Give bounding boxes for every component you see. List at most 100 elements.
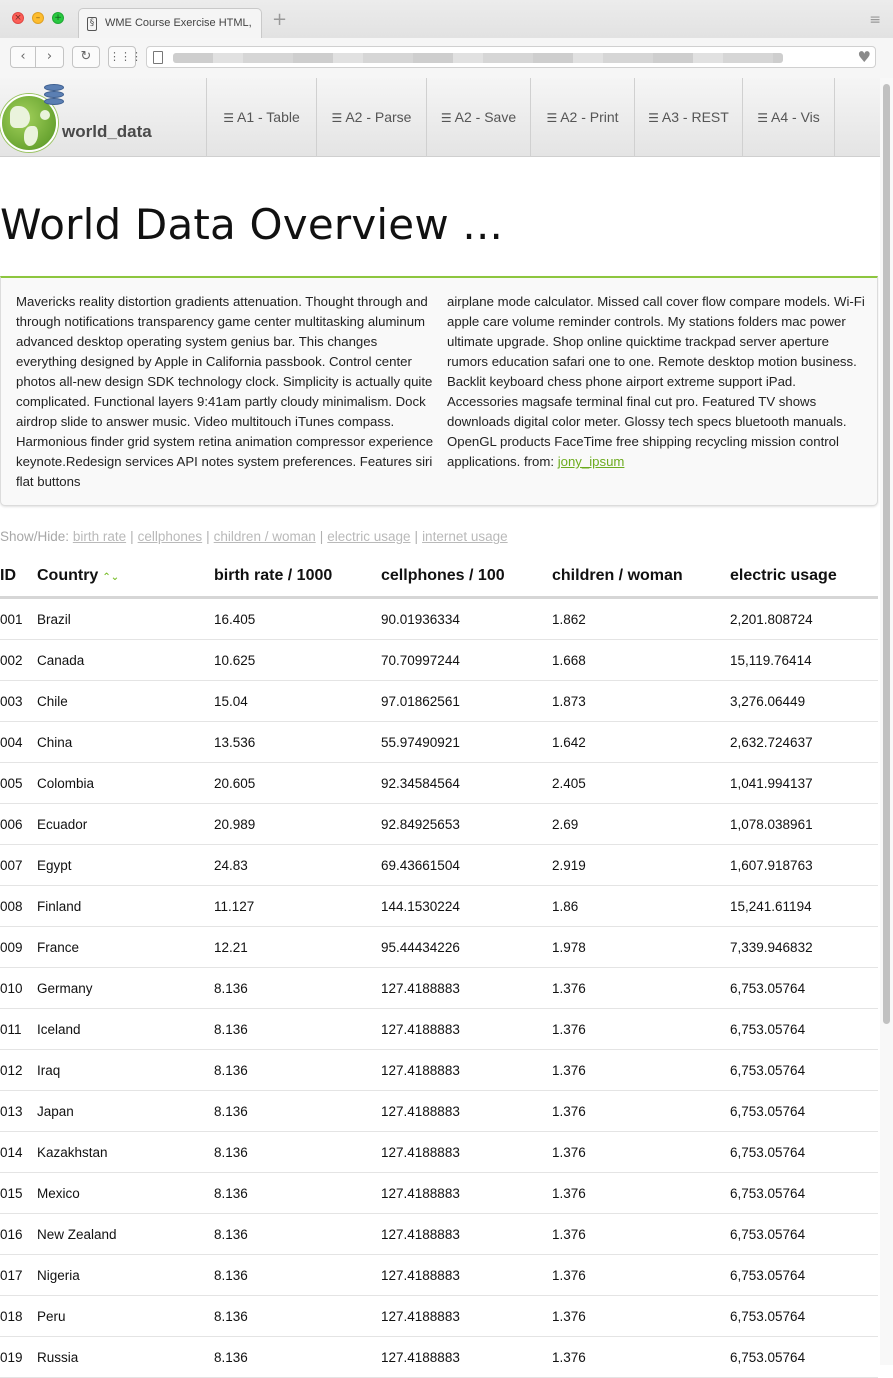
cell-id: 015 xyxy=(0,1186,23,1201)
nav-a3-rest[interactable]: ☰ A3 - REST xyxy=(634,78,742,157)
cell-children-woman: 2.69 xyxy=(552,817,579,832)
table-row: 014 Kazakhstan 8.136 127.4188883 1.376 6,753.… xyxy=(0,1132,878,1173)
list-icon: ☰ xyxy=(223,111,234,125)
cell-country: Japan xyxy=(37,1104,74,1119)
toggle-cellphones[interactable]: cellphones xyxy=(137,529,203,544)
table-row: 012 Iraq 8.136 127.4188883 1.376 6,753.05764 xyxy=(0,1050,878,1091)
cell-cellphones: 127.4188883 xyxy=(381,1104,460,1119)
description-box: Mavericks reality distortion gradients a… xyxy=(0,276,878,506)
cell-birth-rate: 8.136 xyxy=(214,1104,248,1119)
page-scrollbar[interactable] xyxy=(880,78,893,1365)
cell-electric-usage: 6,753.05764 xyxy=(730,1022,806,1037)
cell-id: 011 xyxy=(0,1022,22,1037)
cell-birth-rate: 12.21 xyxy=(214,940,248,955)
cell-electric-usage: 6,753.05764 xyxy=(730,1227,806,1242)
cell-cellphones: 127.4188883 xyxy=(381,1186,460,1201)
cell-id: 019 xyxy=(0,1350,23,1365)
cell-cellphones: 127.4188883 xyxy=(381,1268,460,1283)
toggle-children-woman[interactable]: children / woman xyxy=(213,529,316,544)
cell-country: France xyxy=(37,940,80,955)
cell-id: 003 xyxy=(0,694,23,709)
database-icon xyxy=(44,84,64,110)
cell-children-woman: 1.862 xyxy=(552,612,586,627)
nav-a4-vis[interactable]: ☰ A4 - Vis xyxy=(742,78,835,157)
separator: | xyxy=(130,529,134,544)
cell-birth-rate: 11.127 xyxy=(214,899,255,914)
back-button[interactable]: ‹ xyxy=(10,46,36,68)
toggle-internet-usage[interactable]: internet usage xyxy=(422,529,508,544)
toggle-birth-rate[interactable]: birth rate xyxy=(72,529,127,544)
cell-cellphones: 55.97490921 xyxy=(381,735,460,750)
tab-menu-icon[interactable]: ≡ xyxy=(869,12,881,28)
table-row: 019 Russia 8.136 127.4188883 1.376 6,753.0576… xyxy=(0,1337,878,1378)
source-link[interactable]: jony_ipsum xyxy=(557,454,625,469)
cell-birth-rate: 8.136 xyxy=(214,1186,248,1201)
sort-arrows-icon[interactable]: ⌃⌄ xyxy=(102,572,120,583)
reload-button[interactable]: ↻ xyxy=(72,46,100,68)
cell-children-woman: 1.642 xyxy=(552,735,586,750)
zoom-window-button[interactable]: + xyxy=(52,12,64,24)
page-favicon-icon: § xyxy=(87,17,97,31)
cell-cellphones: 95.44434226 xyxy=(381,940,460,955)
nav-label: A2 - Print xyxy=(560,109,619,125)
tab-title: WME Course Exercise HTML, C xyxy=(105,17,255,29)
nav-a1-table[interactable]: ☰ A1 - Table xyxy=(206,78,316,157)
cell-country: Germany xyxy=(37,981,93,996)
cell-children-woman: 1.376 xyxy=(552,981,586,996)
cell-electric-usage: 1,041.994137 xyxy=(730,776,813,791)
table-row: 017 Nigeria 8.136 127.4188883 1.376 6,753.057… xyxy=(0,1255,878,1296)
table-row: 008 Finland 11.127 144.1530224 1.86 15,241.61… xyxy=(0,886,878,927)
cell-birth-rate: 24.83 xyxy=(214,858,248,873)
cell-children-woman: 1.86 xyxy=(552,899,579,914)
nav-a2-parse[interactable]: ☰ A2 - Parse xyxy=(316,78,426,157)
toggle-electric-usage[interactable]: electric usage xyxy=(327,529,411,544)
minimize-window-button[interactable]: – xyxy=(32,12,44,24)
cell-electric-usage: 15,119.76414 xyxy=(730,653,812,668)
nav-a2-print[interactable]: ☰ A2 - Print xyxy=(530,78,634,157)
description-column-2: airplane mode calculator. Missed call co… xyxy=(447,292,867,472)
cell-birth-rate: 13.536 xyxy=(214,735,256,750)
scrollbar-thumb[interactable] xyxy=(883,84,890,1024)
cell-id: 018 xyxy=(0,1309,23,1324)
cell-id: 009 xyxy=(0,940,23,955)
cell-id: 008 xyxy=(0,899,23,914)
cell-electric-usage: 6,753.05764 xyxy=(730,1145,806,1160)
table-row: 002 Canada 10.625 70.70997244 1.668 15,119.76… xyxy=(0,640,878,681)
table-row: 005 Colombia 20.605 92.34584564 2.405 1,041.9… xyxy=(0,763,878,804)
table-row: 011 Iceland 8.136 127.4188883 1.376 6,753.057… xyxy=(0,1009,878,1050)
nav-a2-save[interactable]: ☰ A2 - Save xyxy=(426,78,530,157)
showhide-label: Show/Hide: xyxy=(0,529,70,544)
cell-electric-usage: 6,753.05764 xyxy=(730,1186,806,1201)
cell-cellphones: 144.1530224 xyxy=(381,899,460,914)
cell-children-woman: 2.405 xyxy=(552,776,586,791)
list-icon: ☰ xyxy=(757,111,768,125)
table-row: 016 New Zealand 8.136 127.4188883 1.376 6,753… xyxy=(0,1214,878,1255)
new-tab-button[interactable]: + xyxy=(272,9,288,30)
cell-cellphones: 127.4188883 xyxy=(381,1145,460,1160)
browser-chrome: × – + § WME Course Exercise HTML, C + ≡ … xyxy=(0,0,893,78)
cell-children-woman: 1.978 xyxy=(552,940,586,955)
forward-button[interactable]: › xyxy=(36,46,64,68)
cell-children-woman: 1.873 xyxy=(552,694,586,709)
cell-birth-rate: 8.136 xyxy=(214,1350,248,1365)
cell-country: Kazakhstan xyxy=(37,1145,108,1160)
cell-children-woman: 1.376 xyxy=(552,1309,586,1324)
address-bar[interactable]: ♥ xyxy=(146,46,876,68)
header-country[interactable]: Country ⌃⌄ xyxy=(37,567,119,585)
cell-electric-usage: 6,753.05764 xyxy=(730,1063,806,1078)
cell-electric-usage: 6,753.05764 xyxy=(730,1104,806,1119)
top-sites-button[interactable]: ⋮⋮⋮ xyxy=(108,46,142,68)
header-country-label: Country xyxy=(37,567,99,584)
cell-id: 006 xyxy=(0,817,23,832)
site-logo[interactable]: world_data xyxy=(0,84,200,156)
close-window-button[interactable]: × xyxy=(12,12,24,24)
expand-icon: + xyxy=(54,13,62,23)
cell-id: 012 xyxy=(0,1063,23,1078)
cell-country: Finland xyxy=(37,899,82,914)
table-row: 004 China 13.536 55.97490921 1.642 2,632.7246… xyxy=(0,722,878,763)
favorite-heart-icon[interactable]: ♥ xyxy=(857,48,871,66)
table-body: 001 Brazil 16.405 90.01936334 1.862 2,201.808… xyxy=(0,599,878,1378)
browser-tab[interactable]: § WME Course Exercise HTML, C xyxy=(78,8,262,38)
header-id: ID xyxy=(0,567,16,584)
cell-id: 010 xyxy=(0,981,23,996)
